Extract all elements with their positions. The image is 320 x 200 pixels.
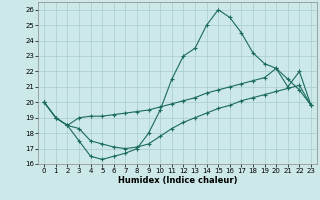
X-axis label: Humidex (Indice chaleur): Humidex (Indice chaleur) <box>118 176 237 185</box>
